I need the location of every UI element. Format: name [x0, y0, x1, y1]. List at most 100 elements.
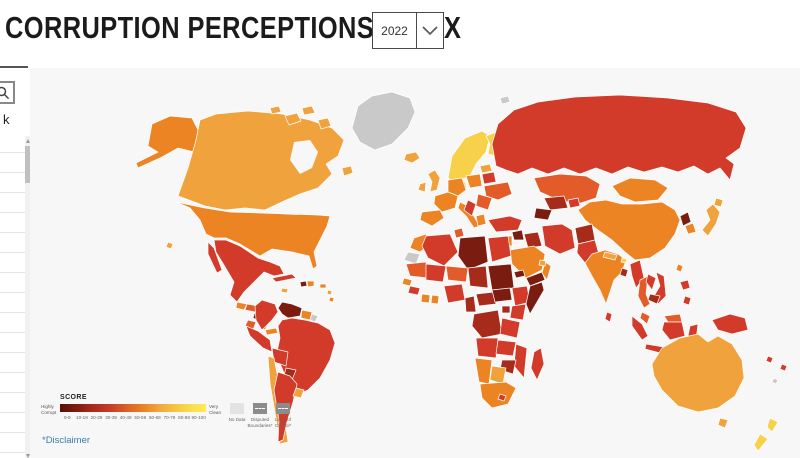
- region-balkans[interactable]: [463, 199, 477, 217]
- region-cuba[interactable]: [271, 273, 297, 283]
- region-tunisia[interactable]: [453, 227, 465, 239]
- region-lesotho[interactable]: [497, 393, 507, 402]
- list-item[interactable]: [0, 273, 25, 293]
- list-item[interactable]: [0, 333, 25, 353]
- region-canada[interactable]: [177, 110, 345, 211]
- region-arctic-island[interactable]: [284, 112, 302, 126]
- list-item[interactable]: [0, 173, 25, 193]
- sidebar-scrollbar[interactable]: [25, 136, 32, 458]
- region-france[interactable]: [433, 191, 459, 213]
- region-colombia[interactable]: [254, 299, 279, 331]
- year-dropdown[interactable]: 2022: [372, 12, 444, 49]
- region-senegal[interactable]: [401, 277, 413, 287]
- list-item[interactable]: [0, 193, 25, 213]
- region-uruguay[interactable]: [292, 387, 305, 399]
- search-box[interactable]: [0, 81, 15, 104]
- list-item[interactable]: [0, 213, 25, 233]
- region-tasmania[interactable]: [717, 417, 729, 429]
- region-angola[interactable]: [475, 337, 499, 359]
- region-iceland[interactable]: [403, 151, 421, 164]
- region-turkey[interactable]: [487, 215, 523, 233]
- region-ghana[interactable]: [430, 294, 440, 305]
- region-sri-lanka[interactable]: [604, 311, 613, 323]
- region-namibia[interactable]: [474, 357, 493, 385]
- region-new-zealand-north[interactable]: [766, 417, 779, 433]
- region-haiti[interactable]: [299, 280, 308, 288]
- region-ukraine[interactable]: [483, 181, 513, 201]
- region-arctic-island[interactable]: [317, 117, 332, 130]
- region-saudi-arabia[interactable]: [509, 245, 546, 279]
- disclaimer-link[interactable]: *Disclaimer: [42, 435, 91, 446]
- region-cambodia[interactable]: [647, 293, 661, 305]
- region-oman[interactable]: [541, 261, 552, 281]
- region-china[interactable]: [577, 199, 681, 261]
- region-papua-new-guinea[interactable]: [711, 313, 749, 335]
- list-item[interactable]: [0, 293, 25, 313]
- region-turkmenistan[interactable]: [533, 207, 553, 221]
- region-venezuela[interactable]: [277, 301, 303, 319]
- region-russia[interactable]: [491, 94, 747, 181]
- region-uganda[interactable]: [501, 305, 511, 314]
- region-niger[interactable]: [445, 265, 469, 283]
- region-ivory-coast[interactable]: [420, 293, 431, 304]
- region-arctic-island[interactable]: [301, 105, 316, 116]
- year-dropdown-value[interactable]: 2022: [381, 23, 408, 38]
- region-algeria[interactable]: [421, 233, 459, 267]
- region-romania-bulgaria[interactable]: [475, 193, 493, 211]
- region-mali[interactable]: [425, 263, 447, 283]
- region-puerto-rico[interactable]: [319, 283, 327, 289]
- region-tanzania[interactable]: [499, 317, 521, 339]
- region-uae[interactable]: [538, 259, 547, 267]
- region-guatemala[interactable]: [235, 301, 248, 311]
- region-ireland[interactable]: [417, 181, 427, 193]
- list-item[interactable]: [0, 393, 25, 413]
- region-kazakhstan[interactable]: [533, 173, 601, 205]
- region-chad[interactable]: [467, 265, 489, 289]
- region-south-korea[interactable]: [684, 222, 697, 235]
- region-greece[interactable]: [475, 213, 487, 227]
- region-hawaii[interactable]: [165, 241, 174, 250]
- region-dominican-republic[interactable]: [306, 280, 315, 288]
- region-united-kingdom[interactable]: [427, 169, 441, 193]
- region-egypt[interactable]: [487, 235, 512, 263]
- region-somalia[interactable]: [525, 281, 545, 315]
- list-item[interactable]: [0, 153, 25, 173]
- region-indonesia-kalimantan[interactable]: [661, 321, 686, 341]
- region-drc[interactable]: [471, 309, 503, 339]
- region-svalbard[interactable]: [499, 95, 511, 105]
- region-baltics[interactable]: [479, 163, 493, 174]
- region-cameroon[interactable]: [464, 295, 477, 313]
- world-map[interactable]: [30, 68, 800, 458]
- scroll-down-icon[interactable]: [26, 454, 30, 458]
- region-madagascar[interactable]: [530, 347, 545, 381]
- region-eritrea[interactable]: [513, 269, 526, 279]
- region-newfoundland[interactable]: [341, 165, 354, 177]
- region-philippines[interactable]: [679, 279, 691, 291]
- region-australia[interactable]: [651, 333, 745, 413]
- region-laos[interactable]: [645, 273, 657, 291]
- region-mauritania[interactable]: [405, 261, 429, 279]
- region-germany[interactable]: [447, 177, 467, 197]
- region-iran[interactable]: [541, 223, 576, 255]
- region-indonesia-sumatra[interactable]: [631, 315, 649, 341]
- scroll-up-icon[interactable]: [26, 139, 30, 143]
- region-pacific-island[interactable]: [771, 377, 779, 385]
- region-syria[interactable]: [511, 229, 525, 241]
- region-poland[interactable]: [465, 173, 483, 189]
- list-item[interactable]: [0, 353, 25, 373]
- region-japan[interactable]: [701, 203, 721, 237]
- region-western-sahara[interactable]: [403, 251, 421, 265]
- list-item[interactable]: [0, 233, 25, 253]
- region-zambia[interactable]: [495, 339, 517, 357]
- scrollbar-thumb[interactable]: [25, 146, 32, 183]
- region-botswana[interactable]: [489, 365, 507, 385]
- region-sudan[interactable]: [487, 263, 515, 291]
- list-item[interactable]: [0, 133, 25, 153]
- region-iraq[interactable]: [523, 231, 543, 249]
- region-panama[interactable]: [264, 327, 279, 336]
- region-kyrgyzstan-tajikistan[interactable]: [567, 197, 581, 209]
- region-guinea[interactable]: [407, 285, 421, 296]
- chevron-down-icon[interactable]: [416, 13, 443, 48]
- region-caribbean-island[interactable]: [328, 296, 335, 303]
- list-item[interactable]: [0, 313, 25, 333]
